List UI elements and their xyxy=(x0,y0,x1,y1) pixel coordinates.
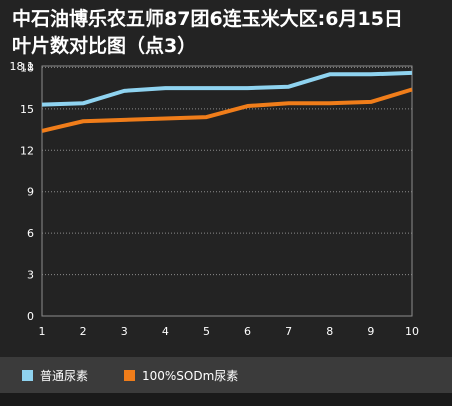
series-line-2 xyxy=(41,87,413,133)
legend-swatch-series-1 xyxy=(22,369,33,381)
y-tick-label: 0 xyxy=(27,310,34,323)
x-tick-label: 5 xyxy=(203,325,210,338)
x-tick-label: 3 xyxy=(121,325,128,338)
x-tick-label: 2 xyxy=(80,325,87,338)
legend-swatch-series-2 xyxy=(124,369,135,381)
x-tick-label: 9 xyxy=(367,325,374,338)
x-tick-label: 8 xyxy=(326,325,333,338)
y-tick-label: 3 xyxy=(27,269,34,282)
legend: 普通尿素 100%SODm尿素 xyxy=(0,357,452,393)
legend-item-series-2[interactable]: 100%SODm尿素 xyxy=(124,367,238,383)
bottom-strip xyxy=(0,393,452,406)
legend-label-series-2: 100%SODm尿素 xyxy=(142,368,239,383)
title-line-2: 叶片数对比图（点3） xyxy=(12,35,197,57)
x-tick-label: 10 xyxy=(405,325,419,338)
y-tick-label: 18.1 xyxy=(10,60,35,73)
legend-item-series-1[interactable]: 普通尿素 xyxy=(22,367,88,383)
y-tick-label: 15 xyxy=(20,103,34,116)
x-tick-label: 6 xyxy=(244,325,251,338)
title-line-1: 中石油博乐农五师87团6连玉米大区:6月15日 xyxy=(12,8,403,30)
y-tick-label: 6 xyxy=(27,227,34,240)
y-tick-label: 12 xyxy=(20,144,34,157)
y-tick-label: 9 xyxy=(27,186,34,199)
x-tick-label: 7 xyxy=(285,325,292,338)
chart-title: 中石油博乐农五师87团6连玉米大区:6月15日 叶片数对比图（点3） xyxy=(12,6,448,60)
x-tick-label: 4 xyxy=(162,325,169,338)
series-line-1 xyxy=(41,70,413,107)
plot-border xyxy=(41,65,413,317)
legend-label-series-1: 普通尿素 xyxy=(40,368,89,383)
x-tick-label: 1 xyxy=(39,325,46,338)
y-tick-label: 18 xyxy=(20,61,34,74)
